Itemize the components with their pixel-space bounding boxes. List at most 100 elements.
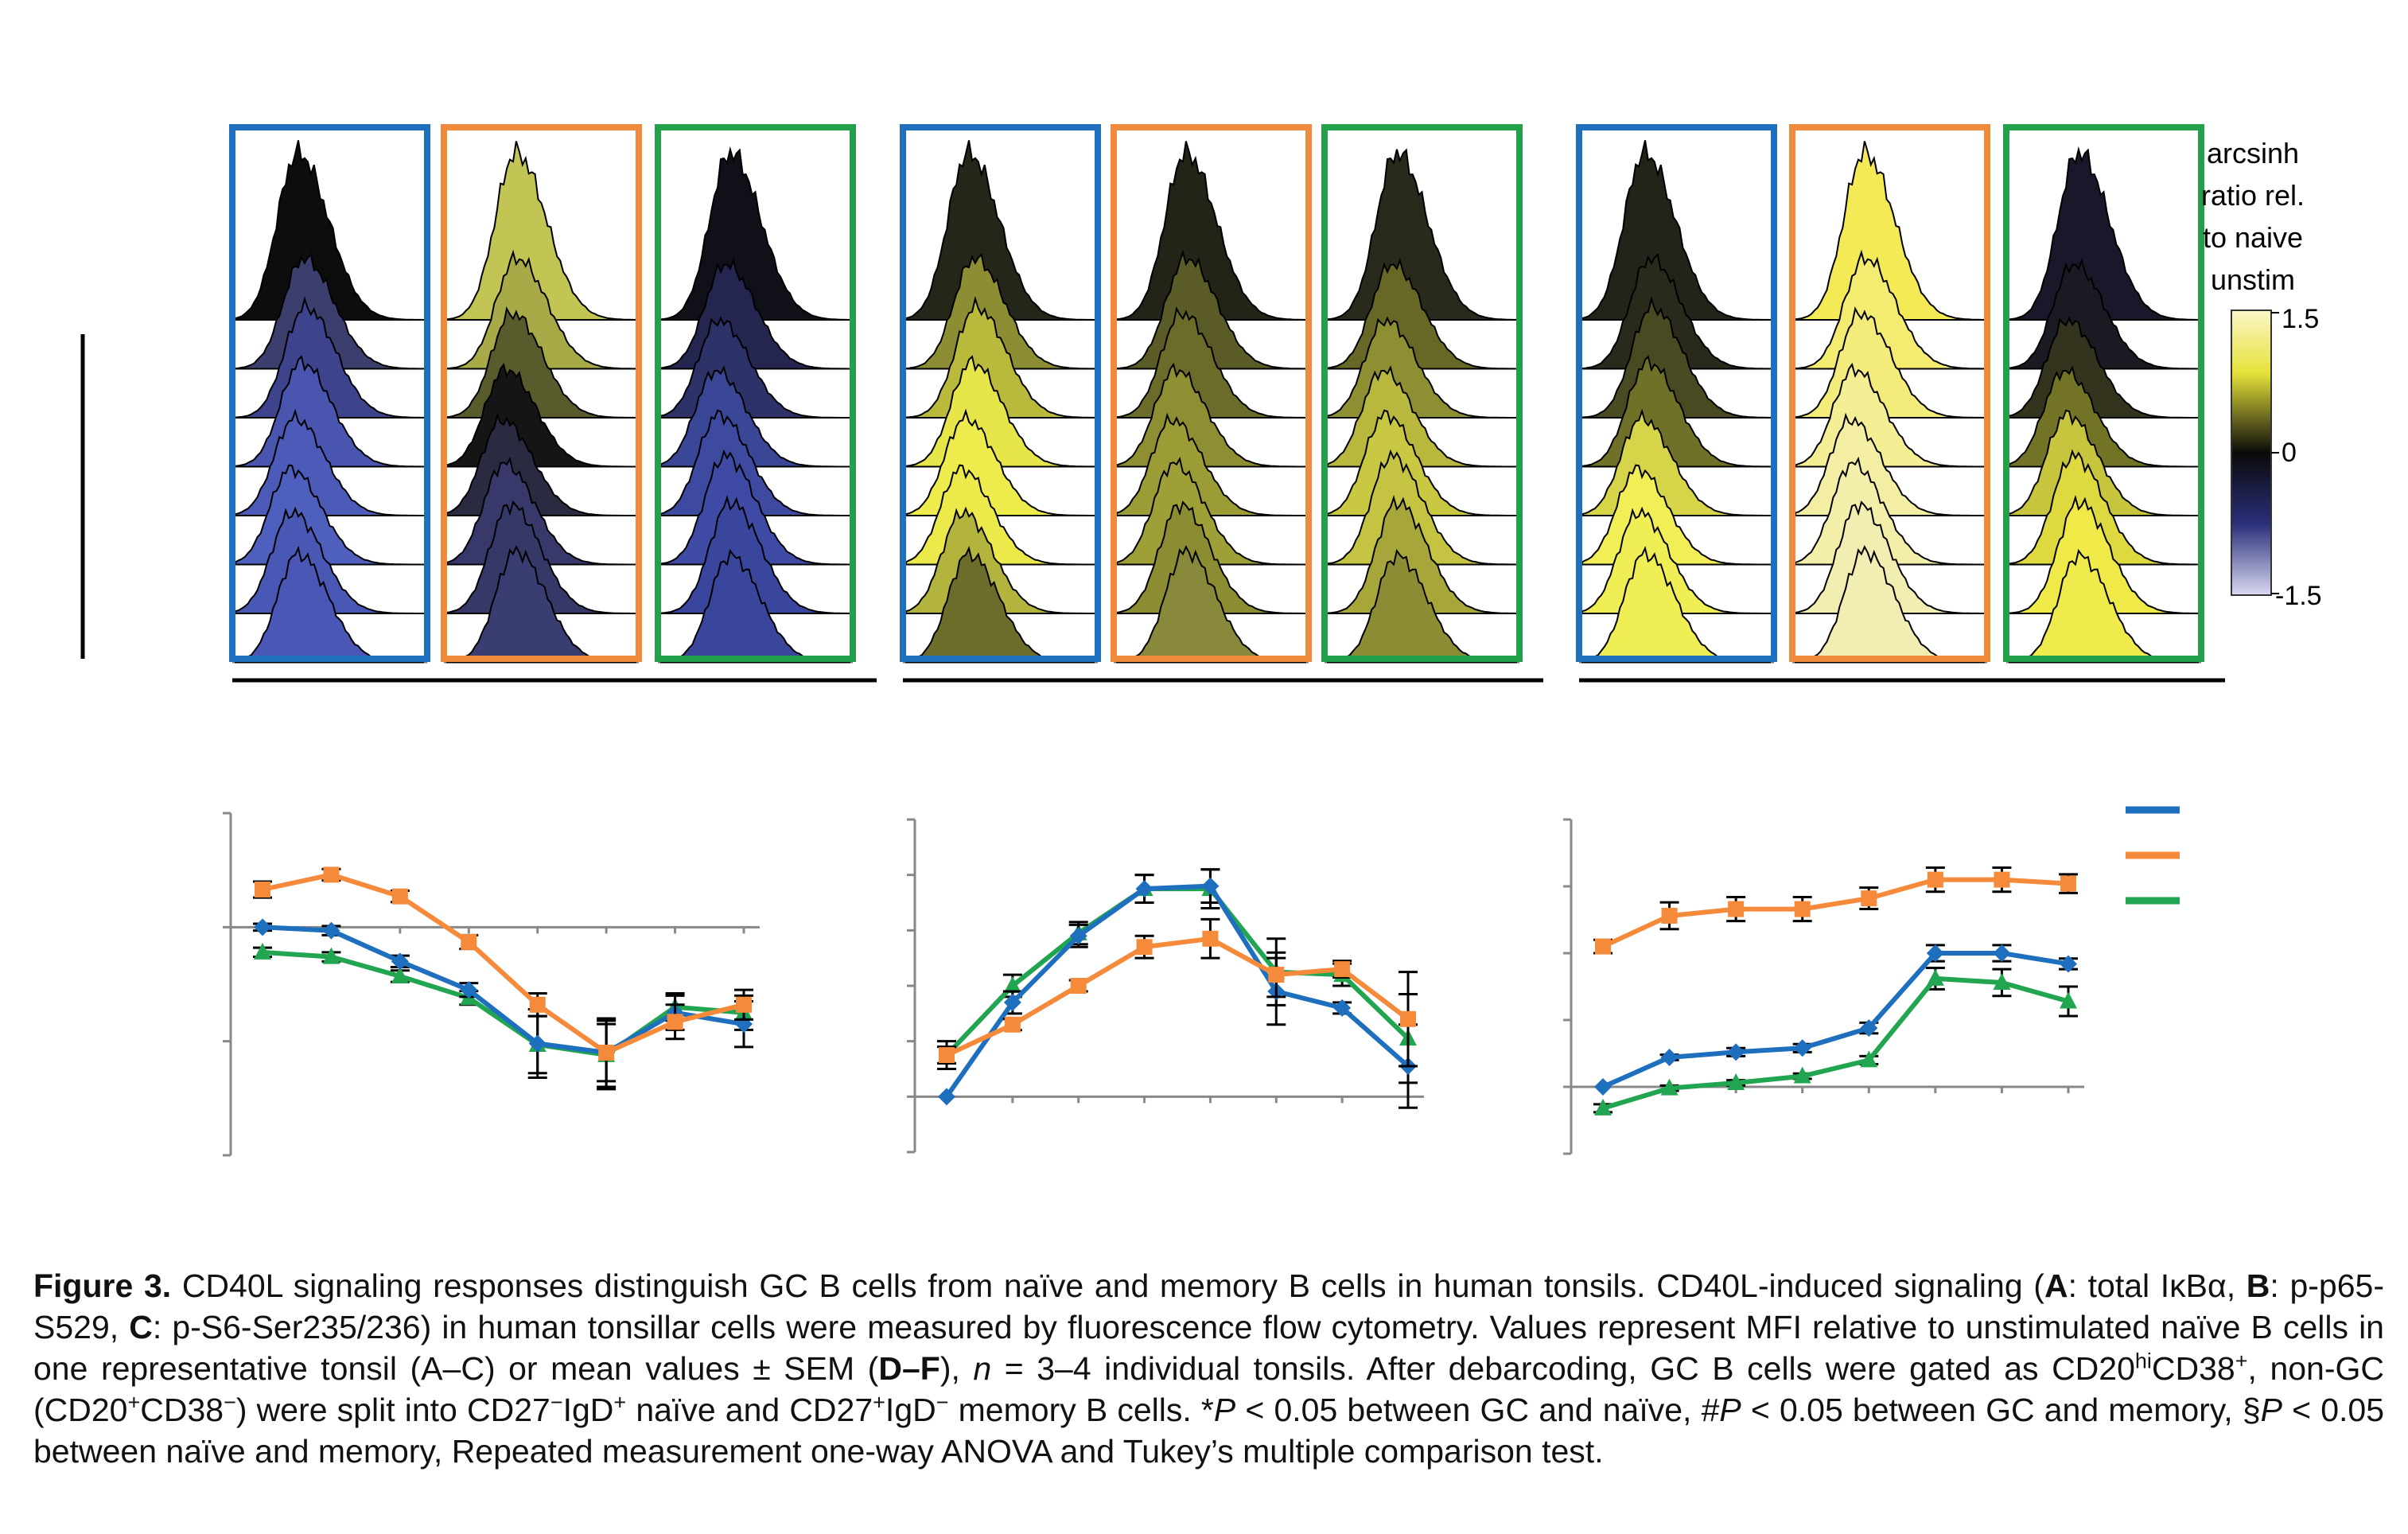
data-point-naive: [1793, 1039, 1811, 1057]
caption-bold: A: [2044, 1267, 2068, 1304]
data-point-naive: [1860, 1019, 1878, 1038]
caption-text: CD38: [2151, 1350, 2235, 1387]
histogram-ridge: [2009, 146, 2199, 321]
caption-sup: hi: [2134, 1349, 2152, 1373]
series-line-naive: [262, 925, 745, 1056]
series-line-memory: [1602, 975, 2069, 1111]
series-line-naive: [1601, 951, 2069, 1089]
data-point-memory: [1003, 976, 1021, 993]
data-point-memory: [1660, 1078, 1679, 1096]
data-point-gc: [1004, 1016, 1021, 1033]
histogram-ridge: [1327, 495, 1517, 614]
data-point-gc: [1595, 938, 1611, 955]
caption-bold: D–F: [878, 1350, 940, 1387]
data-point-gc: [255, 882, 270, 898]
histogram-panel-c: [1576, 124, 2225, 683]
data-point-naive: [1594, 1078, 1612, 1096]
histogram-ridge: [1327, 148, 1517, 321]
data-point-memory: [1793, 1066, 1811, 1084]
sample-box: [229, 124, 430, 662]
data-point-gc: [1202, 930, 1219, 947]
colorbar-title-line: to naive: [2203, 221, 2303, 254]
histogram-ridge: [1581, 253, 1772, 370]
caption-text: : total IκBα,: [2068, 1267, 2247, 1304]
caption-text: CD40L signaling responses distinguish GC…: [171, 1267, 2044, 1304]
data-point-gc: [1728, 901, 1745, 917]
line-chart-d: [223, 812, 760, 1157]
data-point-naive: [938, 1088, 955, 1106]
histogram-ridge: [905, 295, 1095, 419]
data-point-memory: [391, 966, 409, 983]
data-point-naive: [1926, 944, 1944, 962]
histogram-ridge: [660, 449, 850, 566]
data-point-gc: [461, 933, 477, 950]
legend: [2126, 806, 2180, 905]
sample-box: [1576, 124, 1777, 662]
data-point-naive: [1003, 993, 1021, 1011]
caption-bold: B: [2246, 1267, 2270, 1304]
histogram-ridge: [446, 249, 636, 370]
caption-sup: −: [224, 1390, 236, 1415]
caption-text: ),: [939, 1350, 974, 1387]
caption-italic: P: [1719, 1392, 1741, 1428]
histogram-ridge: [660, 495, 850, 614]
histogram-ridge: [905, 140, 1095, 321]
series-line-gc: [1601, 877, 2069, 949]
line-chart-f: [1563, 818, 2084, 1155]
data-point-gc: [323, 866, 340, 883]
data-point-gc: [1661, 907, 1678, 924]
data-point-gc: [1070, 978, 1087, 994]
colorbar-tick-label: 1.5: [2282, 304, 2319, 334]
line-charts: [223, 812, 2084, 1157]
sample-box: [441, 124, 642, 662]
histogram-ridge: [2009, 495, 2199, 614]
caption-text: < 0.05 between GC and memory, §: [1741, 1392, 2261, 1428]
line-chart-e: [907, 818, 1424, 1154]
histogram-panel-b: [900, 124, 1543, 683]
data-point-gc: [736, 996, 752, 1013]
data-point-naive: [460, 981, 478, 999]
data-point-naive: [1201, 877, 1220, 895]
colorbar: arcsinh ratio rel. to naive unstim 1.5 0…: [2201, 137, 2322, 611]
data-point-gc: [2060, 875, 2076, 892]
histogram-ridge: [660, 146, 850, 321]
caption-sup: −: [550, 1390, 563, 1415]
sample-box: [1111, 124, 1312, 662]
caption-text: = 3–4 individual tonsils. After debarcod…: [991, 1350, 2135, 1387]
colorbar-tick-label: -1.5: [2275, 581, 2322, 611]
histogram-ridge: [1581, 295, 1772, 419]
histogram-ridge: [1116, 249, 1306, 370]
caption-text: ) were split into CD27: [235, 1392, 550, 1428]
data-point-gc: [529, 996, 546, 1013]
data-point-gc: [1334, 961, 1351, 978]
caption-text: : p-S6-Ser235/236) in human tonsillar ce…: [33, 1309, 2384, 1387]
figure-caption: Figure 3. CD40L signaling responses dist…: [33, 1265, 2384, 1472]
data-point-naive: [1993, 944, 2011, 962]
caption-italic: P: [2260, 1392, 2282, 1428]
histogram-ridge: [1116, 500, 1305, 614]
caption-text: < 0.05 between GC and naïve, #: [1235, 1392, 1720, 1428]
data-point-gc: [1794, 901, 1811, 917]
histogram-panel-a: [229, 124, 877, 683]
colorbar-title-line: unstim: [2211, 263, 2295, 296]
caption-text: CD38: [140, 1392, 224, 1428]
colorbar-gradient: [2231, 310, 2272, 596]
sample-box: [655, 124, 856, 662]
data-point-naive: [1727, 1043, 1745, 1061]
data-point-naive: [391, 952, 409, 971]
caption-italic: n: [973, 1350, 992, 1387]
histogram-ridge: [1581, 140, 1772, 321]
histogram-ridge: [2009, 449, 2199, 566]
series-line-gc: [945, 936, 1410, 1057]
series-line-naive: [944, 883, 1410, 1099]
data-point-gc: [1400, 1010, 1416, 1027]
data-point-naive: [1660, 1049, 1679, 1067]
histogram-ridge: [1327, 449, 1517, 566]
colorbar-title-line: arcsinh: [2207, 137, 2299, 169]
caption-sup: +: [873, 1390, 885, 1415]
data-point-naive: [1135, 880, 1153, 898]
caption-italic: P: [1213, 1392, 1236, 1428]
caption-text: < 0.05 between naïve and memory, Repeate…: [33, 1392, 2385, 1470]
histogram-ridge: [446, 141, 636, 321]
caption-text: IgD: [562, 1392, 614, 1428]
